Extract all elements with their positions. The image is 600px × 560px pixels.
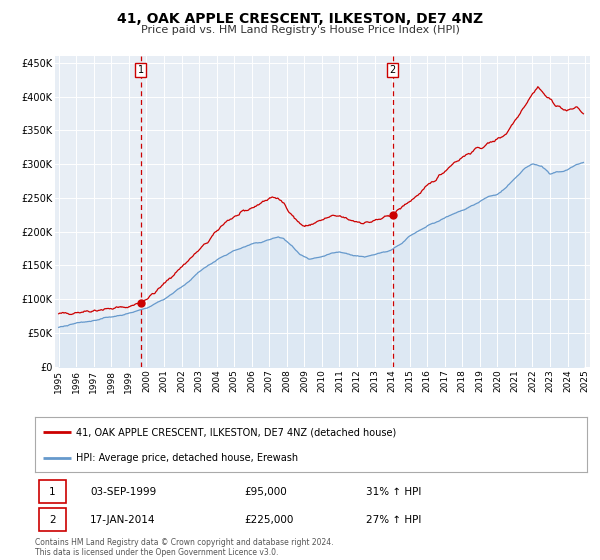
Text: 03-SEP-1999: 03-SEP-1999 bbox=[90, 487, 156, 497]
FancyBboxPatch shape bbox=[39, 508, 66, 531]
FancyBboxPatch shape bbox=[39, 480, 66, 503]
Text: 27% ↑ HPI: 27% ↑ HPI bbox=[366, 515, 421, 525]
Text: 2: 2 bbox=[49, 515, 56, 525]
Text: £95,000: £95,000 bbox=[245, 487, 287, 497]
Text: 1: 1 bbox=[137, 65, 144, 75]
Text: 41, OAK APPLE CRESCENT, ILKESTON, DE7 4NZ: 41, OAK APPLE CRESCENT, ILKESTON, DE7 4N… bbox=[117, 12, 483, 26]
Text: 17-JAN-2014: 17-JAN-2014 bbox=[90, 515, 155, 525]
Text: 2: 2 bbox=[389, 65, 396, 75]
Text: Contains HM Land Registry data © Crown copyright and database right 2024.
This d: Contains HM Land Registry data © Crown c… bbox=[35, 538, 334, 557]
Text: 31% ↑ HPI: 31% ↑ HPI bbox=[366, 487, 421, 497]
Text: 1: 1 bbox=[49, 487, 56, 497]
Text: £225,000: £225,000 bbox=[245, 515, 294, 525]
Text: Price paid vs. HM Land Registry's House Price Index (HPI): Price paid vs. HM Land Registry's House … bbox=[140, 25, 460, 35]
Text: HPI: Average price, detached house, Erewash: HPI: Average price, detached house, Erew… bbox=[76, 453, 298, 463]
Text: 41, OAK APPLE CRESCENT, ILKESTON, DE7 4NZ (detached house): 41, OAK APPLE CRESCENT, ILKESTON, DE7 4N… bbox=[76, 427, 397, 437]
